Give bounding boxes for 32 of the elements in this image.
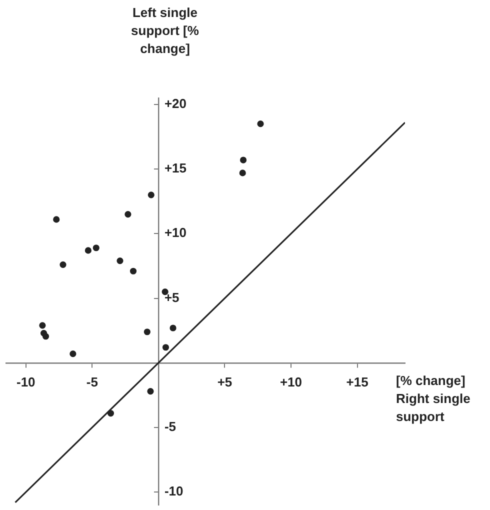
x-tick-label: +15 bbox=[346, 374, 368, 390]
point bbox=[92, 244, 100, 252]
point bbox=[84, 247, 92, 254]
point bbox=[144, 328, 150, 336]
y-tick-label: +10 bbox=[164, 225, 187, 240]
point bbox=[39, 322, 46, 329]
point bbox=[257, 120, 264, 128]
y-tick-label: +20 bbox=[164, 96, 187, 112]
y-tick-label: +5 bbox=[164, 290, 180, 305]
x-tick-label: +5 bbox=[217, 374, 232, 390]
x-tick-label: +10 bbox=[280, 374, 302, 390]
point bbox=[162, 344, 170, 351]
point bbox=[170, 324, 176, 332]
point bbox=[148, 192, 154, 198]
x-tick-label: -5 bbox=[86, 374, 98, 390]
y-tick-label: +15 bbox=[164, 160, 187, 176]
x-tick-label: -10 bbox=[16, 374, 36, 390]
y-tick-label: -10 bbox=[164, 484, 184, 499]
point bbox=[130, 268, 137, 274]
point bbox=[60, 261, 66, 268]
point bbox=[124, 210, 132, 218]
x-axis-title: [% change] Right single support bbox=[396, 372, 472, 426]
y-tick-label: -5 bbox=[164, 419, 176, 434]
point bbox=[107, 410, 114, 417]
point bbox=[70, 350, 76, 358]
y-axis-title: Left single support [% change] bbox=[130, 4, 200, 58]
point bbox=[239, 170, 246, 176]
point bbox=[147, 388, 154, 395]
point bbox=[240, 156, 247, 164]
point bbox=[53, 216, 60, 223]
point bbox=[116, 258, 124, 264]
point bbox=[42, 333, 50, 340]
